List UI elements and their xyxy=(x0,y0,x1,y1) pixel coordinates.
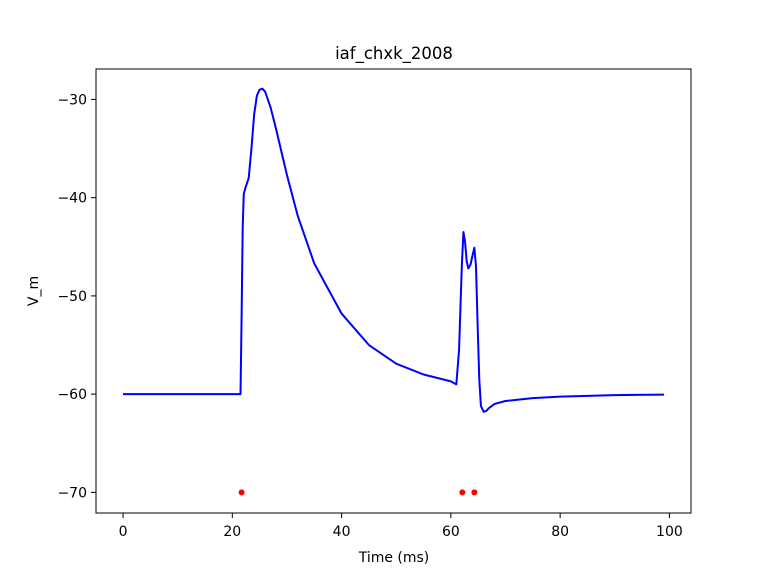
spike-marker xyxy=(238,489,245,496)
x-axis: 0 20 40 60 80 100 xyxy=(119,513,683,540)
y-tick-label: −30 xyxy=(57,92,87,108)
x-tick-label: 60 xyxy=(442,524,460,540)
y-axis-label: V_m xyxy=(26,276,42,306)
x-tick-label: 20 xyxy=(223,524,241,540)
spike-marker xyxy=(471,489,478,496)
chart-title: iaf_chxk_2008 xyxy=(335,44,453,64)
plot-frame xyxy=(95,68,692,514)
x-tick-label: 80 xyxy=(551,524,569,540)
y-tick-label: −50 xyxy=(57,289,87,305)
membrane-potential-line xyxy=(123,87,664,413)
x-tick-label: 100 xyxy=(656,524,683,540)
x-tick-label: 0 xyxy=(119,524,128,540)
y-tick-label: −40 xyxy=(57,191,87,207)
plot-area xyxy=(123,87,664,496)
x-tick-label: 40 xyxy=(333,524,351,540)
x-axis-label: Time (ms) xyxy=(358,550,430,566)
y-axis: −70 −60 −50 −40 −30 xyxy=(57,92,96,501)
y-tick-label: −60 xyxy=(57,387,87,403)
spike-marker xyxy=(459,489,466,496)
y-tick-label: −70 xyxy=(57,485,87,501)
